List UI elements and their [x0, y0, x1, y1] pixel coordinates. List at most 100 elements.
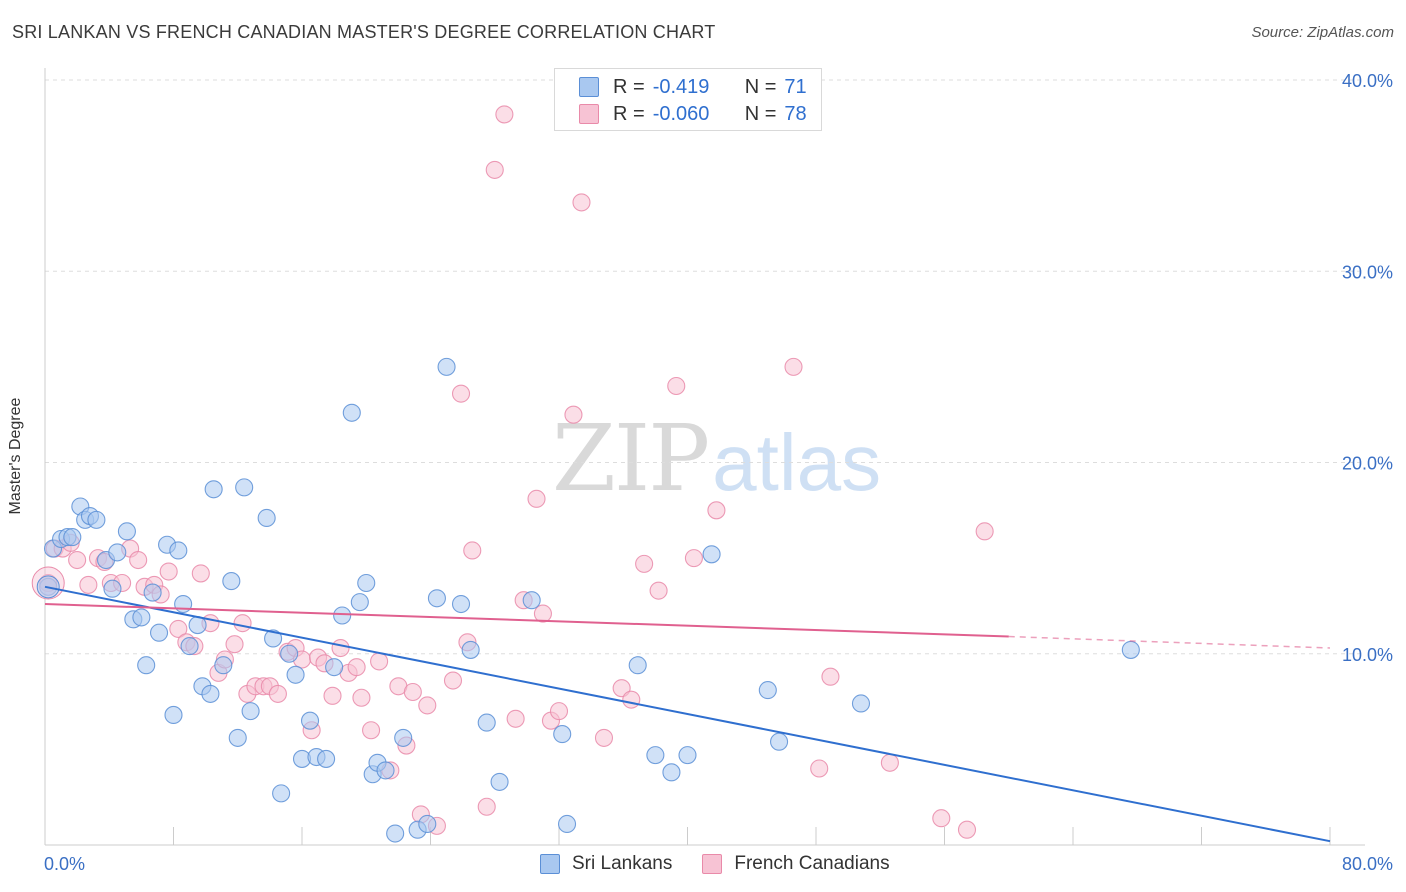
- data-point-french-canadians: [451, 384, 471, 403]
- data-point-french-canadians: [418, 696, 437, 715]
- grid-layer: [45, 79, 1365, 655]
- data-point-french-canadians: [594, 728, 614, 747]
- bottom-legend-swatch-french-canadians: [702, 854, 723, 874]
- bottom-legend-label: French Canadians: [734, 853, 890, 874]
- data-point-sri-lankans: [628, 656, 647, 675]
- data-point-sri-lankans: [418, 814, 437, 834]
- bottom-legend-swatch-sri-lankans: [540, 854, 560, 874]
- data-point-sri-lankans: [662, 763, 681, 782]
- data-point-french-canadians: [331, 638, 350, 658]
- source-label: Source: ZipAtlas.com: [1251, 24, 1394, 41]
- data-point-french-canadians: [784, 357, 803, 376]
- data-point-sri-lankans: [108, 543, 127, 562]
- data-point-french-canadians: [323, 686, 342, 705]
- data-point-french-canadians: [649, 581, 668, 600]
- data-point-sri-lankans: [235, 478, 254, 497]
- data-point-french-canadians: [564, 405, 583, 424]
- legend-r-value: -0.419: [652, 75, 710, 98]
- data-point-sri-lankans: [300, 711, 320, 730]
- data-point-french-canadians: [527, 489, 546, 508]
- data-point-sri-lankans: [164, 705, 183, 725]
- chart-title: SRI LANKAN VS FRENCH CANADIAN MASTER'S D…: [12, 22, 716, 42]
- data-point-french-canadians: [932, 809, 951, 828]
- data-point-french-canadians: [572, 193, 591, 212]
- tick-label-layer: 10.0% 20.0% 30.0% 40.0% 0.0% 80.0%: [44, 71, 1393, 874]
- trend-layer: [44, 585, 1331, 843]
- data-point-sri-lankans: [437, 357, 456, 376]
- data-point-sri-lankans: [169, 541, 188, 560]
- data-point-sri-lankans: [204, 480, 223, 499]
- y-tick-label: 30.0%: [1342, 262, 1393, 282]
- bottom-legend: Sri Lankans French Canadians: [540, 852, 920, 876]
- data-point-sri-lankans: [257, 508, 276, 528]
- data-point-sri-lankans: [477, 713, 496, 732]
- data-point-french-canadians: [191, 564, 210, 583]
- data-point-french-canadians: [463, 541, 482, 560]
- data-point-french-canadians: [880, 753, 899, 772]
- bottom-legend-item-french-canadians[interactable]: French Canadians: [702, 853, 890, 875]
- bottom-legend-label: Sri Lankans: [572, 853, 673, 874]
- data-point-french-canadians: [352, 688, 371, 707]
- data-point-french-canadians: [533, 604, 552, 623]
- data-point-french-canadians: [821, 667, 840, 686]
- data-point-sri-lankans: [286, 665, 305, 684]
- data-point-french-canadians: [957, 820, 977, 839]
- data-point-sri-lankans: [241, 702, 260, 721]
- data-point-sri-lankans: [264, 629, 283, 648]
- data-point-french-canadians: [362, 721, 381, 740]
- data-point-sri-lankans: [317, 749, 336, 768]
- data-point-sri-lankans: [222, 572, 241, 591]
- data-point-sri-lankans: [851, 694, 871, 713]
- data-point-sri-lankans: [272, 784, 291, 803]
- data-point-french-canadians: [506, 709, 525, 728]
- data-point-sri-lankans: [174, 594, 193, 614]
- trend-line-french-canadians-extension: [1008, 635, 1331, 649]
- legend-n-label: N =: [744, 102, 777, 125]
- data-point-sri-lankans: [350, 593, 369, 612]
- data-point-sri-lankans: [770, 732, 789, 751]
- data-point-french-canadians: [810, 759, 829, 778]
- data-point-sri-lankans: [702, 545, 721, 564]
- legend-r-label: R =: [613, 102, 645, 125]
- data-point-french-canadians: [347, 658, 366, 677]
- data-point-french-canadians: [684, 549, 703, 568]
- legend-swatch-sri-lankans: [579, 77, 599, 97]
- y-tick-label: 10.0%: [1342, 645, 1393, 665]
- data-point-french-canadians: [975, 522, 994, 541]
- data-point-sri-lankans: [117, 522, 136, 541]
- data-point-french-canadians: [79, 575, 98, 594]
- legend-n-value: 78: [784, 102, 807, 125]
- data-point-sri-lankans: [394, 728, 413, 747]
- data-point-french-canadians: [268, 684, 287, 703]
- legend-n-value: 71: [784, 75, 807, 98]
- data-point-sri-lankans: [143, 583, 162, 602]
- data-point-sri-lankans: [63, 528, 82, 547]
- data-point-sri-lankans: [87, 510, 106, 529]
- data-point-sri-lankans: [678, 746, 697, 765]
- data-point-french-canadians: [477, 797, 496, 816]
- trend-line-sri-lankans: [44, 585, 1331, 843]
- data-point-sri-lankans: [180, 637, 199, 656]
- data-point-french-canadians: [159, 562, 178, 581]
- data-point-sri-lankans: [201, 684, 220, 703]
- legend-r-label: R =: [613, 75, 645, 98]
- data-point-french-canadians: [403, 682, 422, 702]
- data-point-sri-lankans: [386, 824, 405, 843]
- data-point-sri-lankans: [376, 761, 395, 780]
- data-point-french-canadians: [370, 652, 389, 671]
- data-point-sri-lankans: [357, 573, 376, 593]
- data-point-sri-lankans: [553, 725, 572, 744]
- data-point-french-canadians: [667, 376, 686, 396]
- x-tick-label: 80.0%: [1342, 854, 1393, 874]
- legend-box: R = -0.419 N = 71 R = -0.060 N = 78: [554, 68, 822, 131]
- data-point-french-canadians: [549, 702, 569, 721]
- y-tick-label: 40.0%: [1342, 71, 1393, 91]
- bottom-legend-item-sri-lankans[interactable]: Sri Lankans: [540, 853, 672, 875]
- data-point-sri-lankans: [228, 728, 247, 747]
- legend-swatch-french-canadians: [579, 104, 599, 124]
- data-point-sri-lankans: [490, 772, 509, 791]
- data-point-sri-lankans: [427, 589, 446, 608]
- data-point-sri-lankans: [132, 608, 151, 627]
- data-point-french-canadians: [622, 690, 641, 709]
